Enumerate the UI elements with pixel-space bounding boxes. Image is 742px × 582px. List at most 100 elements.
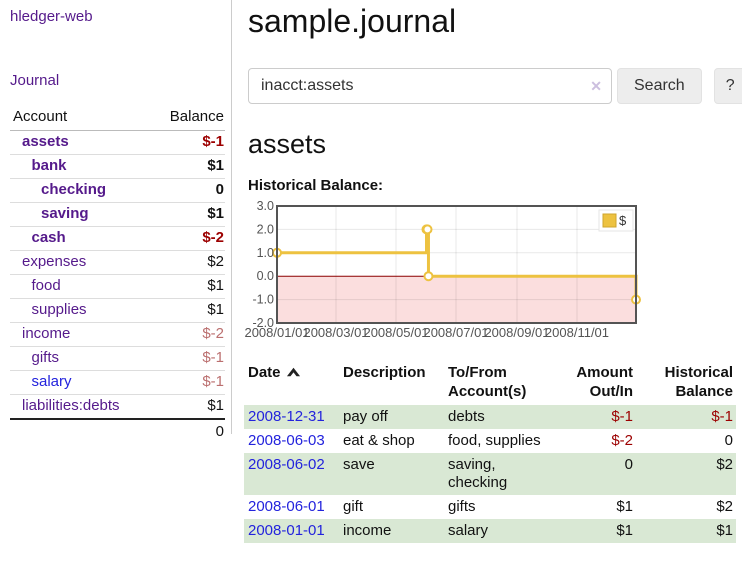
account-row: saving $1 [10,202,225,227]
register-header-amount: Amount Out/In [576,364,633,400]
transaction-accounts: debts [448,408,485,425]
account-link[interactable]: income [22,325,71,342]
transaction-date-link[interactable]: 2008-01-01 [248,522,325,539]
account-link[interactable]: cash [31,229,66,246]
register-row: 2008-06-02 save saving, checking 0 $2 [244,453,736,495]
svg-text:2008/09/01: 2008/09/01 [484,325,549,340]
transaction-amount: 0 [624,456,633,473]
svg-text:1.0: 1.0 [257,246,274,260]
svg-text:2008/03/01: 2008/03/01 [303,325,368,340]
svg-text:2.0: 2.0 [257,222,274,236]
account-row: food $1 [10,274,225,299]
search-form: ✕ Search ? [248,68,742,104]
account-link[interactable]: checking [41,181,107,198]
transaction-amount: $1 [616,498,633,515]
transaction-date-link[interactable]: 2008-06-03 [248,432,325,449]
transaction-accounts: food, supplies [448,432,541,449]
register-header-accounts: To/From Account(s) [448,364,527,400]
chart-svg: $3.0 2.0 1.0 0.0 -1.0 -2.02008/01/012008/03/0… [244,199,641,340]
account-balance: $-2 [202,325,224,342]
main-content: sample.journal ✕ Search ? assets Histori… [232,0,742,543]
search-help-button[interactable]: ? [713,68,742,104]
transaction-balance: $2 [716,498,733,515]
historical-balance-chart[interactable]: $3.0 2.0 1.0 0.0 -1.0 -2.0 2008/01/01 2008/03/0… [244,199,740,340]
account-balance: $2 [207,253,224,270]
account-balance: 0 [215,181,224,198]
transaction-description: pay off [343,408,388,425]
account-link[interactable]: assets [22,133,69,150]
transaction-accounts: salary [448,522,489,539]
account-balance: $1 [207,157,224,174]
accounts-header-balance: Balance [169,108,224,125]
transaction-balance: $2 [716,456,733,473]
transaction-amount: $-2 [611,432,633,449]
sidebar: hledger-web Journal Account Balance asse… [0,0,232,440]
chart-legend: $ [598,209,634,232]
transaction-balance: 0 [724,432,733,449]
clear-search-icon[interactable]: ✕ [590,78,602,94]
account-link[interactable]: supplies [31,301,87,318]
account-link[interactable]: gifts [31,349,60,366]
register-table: Date Description To/From Account(s) Amou… [244,361,736,543]
search-input[interactable] [248,68,612,104]
register-row: 2008-01-01 income salary $1 $1 [244,519,736,543]
transaction-description: eat & shop [343,432,415,449]
account-row: assets $-1 [10,131,225,155]
register-header-description: Description [343,364,426,381]
transaction-balance: $1 [716,522,733,539]
svg-text:3.0: 3.0 [257,199,274,213]
register-row: 2008-06-01 gift gifts $1 $2 [244,495,736,519]
transaction-date-link[interactable]: 2008-12-31 [248,408,325,425]
account-balance: $1 [207,205,224,222]
chart-title: Historical Balance: [248,177,384,194]
svg-text:2008/11/01: 2008/11/01 [545,325,609,340]
svg-text:-1.0: -1.0 [252,293,274,307]
transaction-date-link[interactable]: 2008-06-01 [248,498,325,515]
svg-text:2008/05/01: 2008/05/01 [363,325,428,340]
transaction-accounts: gifts [448,498,476,515]
account-link[interactable]: liabilities:debts [22,397,120,414]
account-row: salary $-1 [10,370,225,395]
svg-text:2008/01/01: 2008/01/01 [244,325,309,340]
account-row: supplies $1 [10,298,225,323]
transaction-date-link[interactable]: 2008-06-02 [248,456,325,473]
account-balance: $1 [207,397,224,414]
accounts-header-account: Account [13,108,68,125]
accounts-total-row: 0 [10,419,225,444]
page: hledger-web Journal Account Balance asse… [0,0,742,543]
search-button[interactable]: Search [617,68,702,104]
svg-text:$: $ [619,213,627,228]
sort-ascending-icon [286,364,301,383]
transaction-description: save [343,456,375,473]
account-row: gifts $-1 [10,346,225,371]
register-header-date[interactable]: Date [244,361,339,405]
account-link[interactable]: salary [31,373,72,390]
account-row: checking 0 [10,178,225,203]
account-balance: $-1 [202,133,224,150]
account-row: cash $-2 [10,226,225,251]
account-link[interactable]: saving [41,205,89,222]
register-row: 2008-06-03 eat & shop food, supplies $-2 0 [244,429,736,453]
app-brand-link[interactable]: hledger-web [10,8,93,25]
transaction-amount: $1 [616,522,633,539]
transaction-description: gift [343,498,364,515]
account-balance: $1 [207,277,224,294]
account-link[interactable]: expenses [22,253,87,270]
account-row: expenses $2 [10,250,225,275]
account-balance: $-1 [202,373,224,390]
account-link[interactable]: bank [31,157,67,174]
transaction-balance: $-1 [711,408,733,425]
account-row: liabilities:debts $1 [10,394,225,420]
accounts-total-value: 0 [215,423,224,440]
register-header-row: Date Description To/From Account(s) Amou… [244,361,736,405]
account-link[interactable]: food [31,277,61,294]
account-heading: assets [248,129,327,159]
svg-text:0.0: 0.0 [257,269,274,283]
register-header-balance: Historical Balance [664,364,733,400]
account-row: bank $1 [10,154,225,179]
transaction-description: income [343,522,392,539]
account-balance: $-1 [202,349,224,366]
transaction-amount: $-1 [611,408,633,425]
nav-journal-link[interactable]: Journal [10,72,60,89]
account-balance: $1 [207,301,224,318]
